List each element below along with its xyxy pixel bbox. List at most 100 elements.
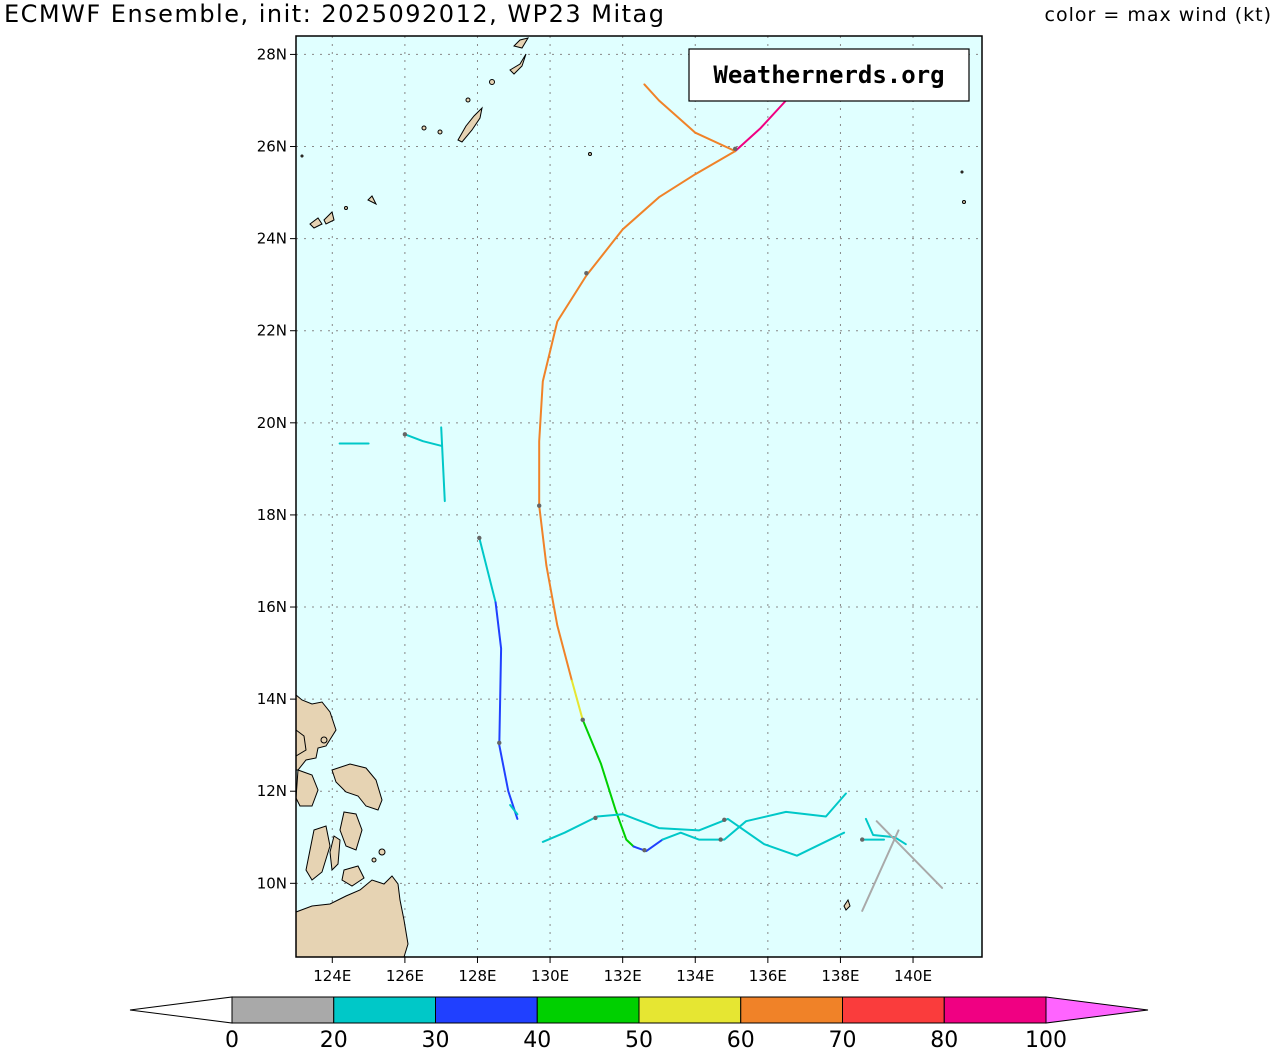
track-point-marker (402, 432, 408, 437)
lat-tick-label: 22N (257, 322, 287, 340)
lat-tick-label: 20N (257, 414, 287, 432)
colorbar-bin (638, 996, 742, 1024)
lon-tick-label: 126E (386, 967, 424, 985)
land-islet (421, 125, 427, 131)
track-point-marker (718, 837, 723, 842)
colorbar-label: 80 (930, 1028, 958, 1053)
land-cebu (329, 835, 341, 872)
colorbar-bin (943, 996, 1047, 1024)
track-point-marker (584, 270, 589, 276)
track-point-marker (722, 817, 727, 822)
lat-tick-label: 14N (257, 690, 287, 708)
track-point-marker (642, 847, 647, 853)
colorbar-bin (333, 996, 436, 1024)
land-palau (843, 898, 851, 911)
lon-tick-label: 124E (313, 967, 351, 985)
land-islet (371, 857, 377, 863)
track-point-marker (477, 535, 482, 541)
track-point-marker (497, 740, 502, 746)
track-segment (581, 718, 635, 848)
track-segment (509, 804, 519, 816)
track-point-marker (536, 503, 542, 508)
land-amami (509, 53, 527, 75)
land-islet (588, 152, 592, 156)
land-tokara (513, 37, 530, 49)
track-point-marker (732, 146, 738, 152)
land-islet (489, 79, 495, 85)
track-segment (538, 150, 737, 682)
graticule (296, 36, 982, 957)
track-point-marker (860, 837, 865, 842)
lon-tick-label: 134E (676, 967, 714, 985)
track-segment (478, 536, 497, 604)
colorbar-label: 60 (727, 1028, 755, 1053)
figure-title: ECMWF Ensemble, init: 2025092012, WP23 M… (4, 0, 666, 28)
lat-tick-label: 28N (257, 45, 287, 63)
lat-tick-label: 26N (257, 138, 287, 156)
land-masses (295, 37, 966, 958)
lon-tick-label: 140E (894, 967, 932, 985)
wind-colorbar: 0 20 30 40 50 60 70 80 100 (129, 996, 1149, 1053)
land-miyako (309, 217, 323, 229)
land-islet (465, 97, 471, 103)
track-segment (661, 792, 847, 841)
land-islet (437, 129, 443, 135)
axis-ticks: 10N 12N 14N 16N 18N 20N 22N 24N 26N 28N 124E 126E 12… (257, 45, 932, 985)
lat-tick-label: 16N (257, 598, 287, 616)
colorbar-label: 20 (320, 1028, 348, 1053)
colorbar-label: 50 (625, 1028, 653, 1053)
track-segment (440, 426, 446, 503)
colorbar-bin (740, 996, 843, 1024)
colorbar-bin (536, 996, 640, 1024)
track-segment (861, 829, 900, 912)
land-islet (378, 848, 386, 856)
land-okinawa (457, 106, 483, 143)
lat-tick-label: 10N (257, 874, 287, 892)
land-islet (320, 736, 328, 744)
legend-note: color = max wind (kt) (1044, 4, 1272, 26)
map-background (296, 36, 982, 957)
colorbar-above-arrow (1045, 996, 1149, 1024)
track-point-marker (580, 717, 585, 723)
colorbar-label: 70 (829, 1028, 857, 1053)
watermark-box: Weathernerds.org (688, 48, 970, 102)
map-frame (295, 35, 983, 958)
land-bohol (341, 865, 365, 887)
colorbar-label: 40 (523, 1028, 551, 1053)
track-segment (864, 817, 907, 846)
lat-tick-label: 18N (257, 506, 287, 524)
lat-tick-label: 12N (257, 782, 287, 800)
land-islet (344, 206, 348, 210)
land-islet (960, 170, 964, 174)
lon-tick-label: 138E (821, 967, 859, 985)
land-mindanao (295, 875, 409, 958)
track-segment (570, 679, 584, 721)
colorbar-label: 0 (225, 1028, 239, 1053)
track-segment (494, 601, 519, 820)
track-segment (875, 820, 944, 889)
track-segment (643, 83, 737, 153)
lon-tick-label: 130E (531, 967, 569, 985)
land-negros (305, 825, 331, 881)
colorbar-bin (231, 996, 335, 1024)
land-tarama (367, 195, 378, 206)
land-islet (962, 200, 966, 204)
colorbar-label: 30 (422, 1028, 450, 1053)
track-point-marker (593, 815, 598, 821)
lat-tick-label: 24N (257, 230, 287, 248)
watermark-text: Weathernerds.org (713, 61, 944, 89)
colorbar-below-arrow (129, 996, 233, 1024)
track-segment (403, 433, 443, 447)
land-ishigaki (323, 211, 335, 225)
colorbar-bin (435, 996, 538, 1024)
colorbar-label: 100 (1025, 1028, 1067, 1053)
lon-tick-label: 132E (604, 967, 642, 985)
land-samar (331, 763, 383, 811)
land-islet (300, 154, 304, 158)
colorbar-bin (842, 996, 945, 1024)
track-segment (541, 813, 846, 857)
land-leyte (339, 811, 363, 851)
lon-tick-label: 128E (458, 967, 496, 985)
lon-tick-label: 136E (749, 967, 787, 985)
